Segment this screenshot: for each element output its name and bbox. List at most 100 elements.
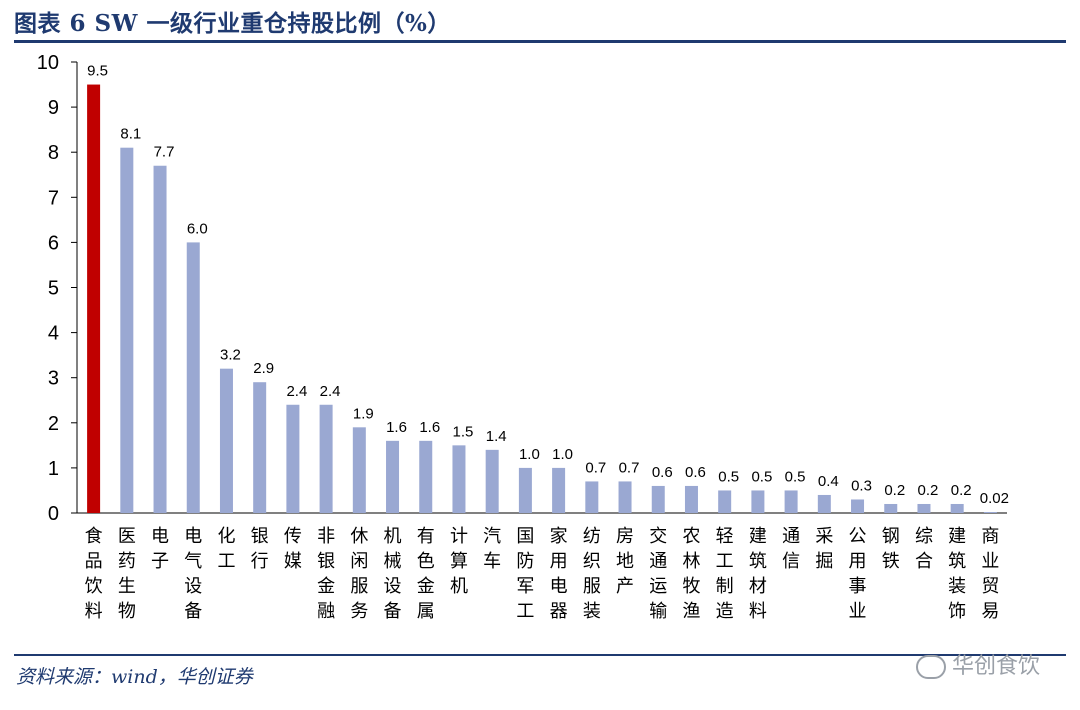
data-label: 7.7 (154, 144, 175, 161)
category-label: 计算机 (450, 526, 468, 597)
data-label: 1.5 (453, 423, 474, 440)
bar (917, 503, 931, 513)
category-label: 非银金融 (317, 526, 335, 622)
footer-rule (14, 654, 1066, 656)
category-label: 通信 (782, 526, 800, 572)
y-tick-label: 9 (48, 97, 59, 119)
data-label: 1.6 (419, 419, 440, 436)
data-label: 6.0 (187, 220, 208, 237)
data-label: 8.1 (120, 126, 141, 143)
category-label: 电气设备 (184, 526, 202, 622)
chart-title: 图表 6 SW 一级行业重仓持股比例（%） (14, 10, 451, 37)
bar (386, 440, 400, 513)
y-tick-label: 6 (48, 232, 59, 254)
bar (884, 503, 898, 513)
data-label: 2.4 (286, 383, 307, 400)
bar (817, 494, 831, 513)
data-label: 3.2 (220, 347, 241, 364)
category-label: 医药生物 (118, 526, 136, 622)
watermark-text: 华创食饮 (951, 654, 1040, 679)
bar (153, 165, 167, 514)
bar (286, 404, 300, 513)
y-tick-label: 10 (37, 52, 59, 74)
category-label: 传媒 (284, 526, 302, 572)
watermark: 华创食饮 (915, 648, 1040, 680)
bar (485, 449, 499, 513)
category-label: 采掘 (815, 526, 833, 572)
category-label: 房地产 (616, 526, 634, 597)
y-tick-label: 7 (48, 187, 59, 209)
category-label: 休闲服务 (350, 526, 368, 622)
data-label: 1.0 (552, 446, 573, 463)
bar (851, 499, 865, 513)
data-label: 0.4 (818, 473, 839, 490)
data-label: 0.5 (751, 468, 772, 485)
data-label: 0.5 (718, 468, 739, 485)
data-label: 9.5 (87, 63, 108, 80)
bar (518, 467, 532, 513)
category-label: 电子 (151, 526, 169, 572)
bar (452, 445, 466, 513)
bar (585, 481, 599, 513)
category-label: 银行 (251, 526, 269, 572)
bar (352, 427, 366, 513)
source-note: 资料来源：wind，华创证券 (16, 666, 253, 688)
bar (87, 84, 101, 514)
category-label: 商业贸易 (981, 526, 999, 622)
data-label: 0.2 (918, 482, 939, 499)
bar-chart: 0 1 2 3 4 5 6 7 8 9 10 9.5 食品饮料 8.1 医药生物 7.7 电子 6.0 电气设备 3.… (37, 52, 1009, 622)
y-tick-label: 3 (48, 368, 59, 390)
bar (784, 490, 798, 513)
bar (983, 512, 997, 513)
data-label: 1.6 (386, 419, 407, 436)
bar (552, 467, 566, 513)
y-tick-label: 4 (48, 323, 59, 345)
category-label: 家用电器 (550, 526, 568, 622)
data-label: 0.2 (951, 482, 972, 499)
bar (950, 503, 964, 513)
bar (219, 368, 233, 513)
category-label: 建筑装饰 (948, 526, 966, 622)
bar (419, 440, 433, 513)
category-label: 农林牧渔 (682, 526, 700, 622)
bar (319, 404, 333, 513)
category-label: 交通运输 (649, 526, 667, 622)
bar (120, 147, 134, 513)
y-tick-label: 0 (48, 503, 59, 525)
bar (253, 382, 267, 513)
data-label: 0.6 (685, 464, 706, 481)
data-label: 0.7 (585, 459, 606, 476)
data-label: 1.9 (353, 405, 374, 422)
data-label: 1.0 (519, 446, 540, 463)
y-tick-label: 5 (48, 278, 59, 300)
data-label: 2.4 (320, 383, 341, 400)
bar (618, 481, 632, 513)
bar (751, 490, 765, 513)
data-label: 0.5 (785, 468, 806, 485)
category-label: 轻工制造 (716, 526, 734, 622)
data-label: 0.7 (619, 459, 640, 476)
data-label: 0.6 (652, 464, 673, 481)
category-label: 公用事业 (849, 526, 867, 622)
category-label: 机械设备 (384, 526, 402, 622)
category-label: 化工 (217, 526, 235, 572)
bar (718, 490, 732, 513)
data-label: 0.2 (884, 482, 905, 499)
y-tick-label: 2 (48, 413, 59, 435)
data-label: 0.02 (980, 490, 1009, 507)
title-rule (14, 40, 1066, 43)
category-label: 建筑材料 (749, 526, 767, 622)
y-tick-label: 1 (48, 458, 59, 480)
data-label: 2.9 (253, 360, 274, 377)
category-label: 钢铁 (882, 526, 900, 572)
y-tick-label: 8 (48, 142, 59, 164)
data-label: 1.4 (486, 428, 507, 445)
wechat-icon (915, 655, 946, 679)
bar (186, 242, 200, 513)
category-label: 纺织服装 (583, 526, 601, 622)
category-label: 有色金属 (417, 526, 435, 622)
category-label: 综合 (915, 526, 933, 572)
category-label: 国防军工 (516, 526, 534, 622)
bar (684, 485, 698, 513)
category-label: 汽车 (483, 526, 501, 572)
